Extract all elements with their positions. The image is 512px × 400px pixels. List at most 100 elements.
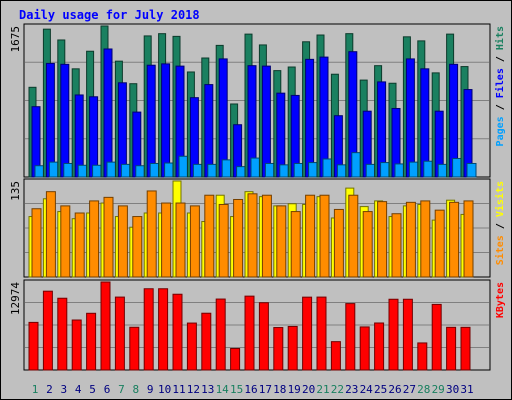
bar-sites-day-31 bbox=[463, 200, 474, 278]
bar-pages-day-7 bbox=[120, 163, 131, 178]
x-tick-label: 12 bbox=[187, 383, 200, 396]
bar-kbytes-day-13 bbox=[201, 312, 212, 371]
x-tick-label: 16 bbox=[244, 383, 257, 396]
x-tick-label: 23 bbox=[345, 383, 358, 396]
legend-part: Pages bbox=[495, 116, 506, 146]
bar-files-day-4 bbox=[74, 94, 84, 178]
bar-pages-day-17 bbox=[264, 162, 275, 178]
bar-kbytes-day-18 bbox=[273, 327, 284, 371]
bar-pages-day-13 bbox=[207, 163, 218, 178]
x-tick-label: 5 bbox=[89, 383, 96, 396]
bar-sites-day-19 bbox=[290, 211, 301, 278]
bar-files-day-2 bbox=[45, 62, 55, 178]
x-tick-label: 27 bbox=[403, 383, 416, 396]
bar-sites-day-2 bbox=[45, 191, 56, 278]
bar-files-day-3 bbox=[60, 63, 70, 178]
bar-kbytes-day-24 bbox=[359, 326, 370, 371]
bar-kbytes-day-20 bbox=[302, 296, 313, 371]
bar-files-day-6 bbox=[103, 48, 113, 178]
legend-part: / bbox=[495, 98, 506, 116]
bar-pages-day-4 bbox=[77, 164, 88, 178]
bar-pages-day-5 bbox=[92, 164, 103, 178]
legend-part: Hits bbox=[494, 26, 506, 50]
bar-kbytes-day-16 bbox=[244, 295, 255, 371]
series-legend-label: Pages / Files / Hits bbox=[494, 26, 506, 146]
bar-pages-day-8 bbox=[135, 165, 146, 178]
bar-sites-day-6 bbox=[103, 196, 114, 278]
bar-kbytes-day-9 bbox=[143, 288, 154, 371]
x-tick-label: 6 bbox=[104, 383, 111, 396]
bar-kbytes-day-22 bbox=[330, 341, 341, 371]
x-tick-label: 7 bbox=[118, 383, 125, 396]
bar-pages-day-25 bbox=[380, 162, 391, 178]
bar-kbytes-day-14 bbox=[215, 298, 226, 371]
bar-pages-day-27 bbox=[408, 161, 419, 178]
bar-sites-day-27 bbox=[405, 201, 416, 278]
bar-sites-day-20 bbox=[305, 194, 316, 278]
bar-sites-day-9 bbox=[146, 190, 157, 278]
x-tick-label: 11 bbox=[172, 383, 185, 396]
series-legend-label: KBytes bbox=[495, 282, 506, 318]
x-tick-label: 19 bbox=[288, 383, 301, 396]
bar-pages-day-24 bbox=[365, 163, 376, 178]
bar-pages-day-10 bbox=[164, 162, 175, 178]
bar-sites-day-1 bbox=[31, 208, 42, 278]
bar-kbytes-day-28 bbox=[417, 342, 428, 371]
bar-sites-day-14 bbox=[218, 203, 229, 278]
bar-sites-day-8 bbox=[132, 216, 143, 278]
bar-kbytes-day-25 bbox=[374, 322, 385, 371]
bar-kbytes-day-2 bbox=[42, 290, 53, 371]
bar-pages-day-12 bbox=[192, 163, 203, 178]
bar-kbytes-day-17 bbox=[258, 302, 269, 371]
x-tick-label: 24 bbox=[360, 383, 374, 396]
bar-pages-day-19 bbox=[293, 162, 304, 178]
series-legend-label: Sites / Visits bbox=[494, 181, 506, 265]
bar-files-day-27 bbox=[405, 58, 415, 178]
bar-sites-day-23 bbox=[348, 194, 359, 278]
legend-part: / bbox=[495, 217, 506, 235]
x-tick-label: 9 bbox=[147, 383, 154, 396]
bar-kbytes-day-31 bbox=[460, 326, 471, 371]
chart-title: Daily usage for July 2018 bbox=[19, 8, 200, 22]
bar-pages-day-1 bbox=[34, 165, 45, 178]
legend-part: / bbox=[495, 50, 506, 68]
bar-pages-day-26 bbox=[394, 163, 405, 178]
bar-pages-day-22 bbox=[336, 164, 347, 178]
bar-kbytes-day-1 bbox=[28, 321, 39, 371]
bar-kbytes-day-5 bbox=[86, 312, 97, 371]
bar-pages-day-2 bbox=[48, 161, 59, 178]
bar-files-day-10 bbox=[161, 63, 171, 178]
x-tick-label: 15 bbox=[230, 383, 243, 396]
legend-part: Visits bbox=[494, 181, 506, 217]
x-tick-label: 17 bbox=[259, 383, 272, 396]
bar-sites-day-30 bbox=[449, 201, 460, 278]
x-tick-label: 29 bbox=[432, 383, 445, 396]
y-max-label: 135 bbox=[9, 181, 22, 201]
x-axis-labels: 1 2 3 4 5 6 7 8 9 10 11 12 13 14 15 16 17 18 19 20 21 22 23 24 2… bbox=[32, 383, 474, 396]
bar-pages-day-15 bbox=[236, 166, 247, 178]
bar-kbytes-day-30 bbox=[446, 326, 457, 371]
bar-pages-day-21 bbox=[322, 158, 333, 178]
bar-pages-day-3 bbox=[63, 162, 74, 178]
bar-kbytes-day-8 bbox=[129, 326, 140, 371]
bar-sites-day-18 bbox=[276, 205, 287, 278]
bar-kbytes-day-15 bbox=[230, 347, 241, 371]
bar-pages-day-11 bbox=[178, 155, 189, 178]
bar-kbytes-day-10 bbox=[158, 288, 169, 371]
bar-kbytes-day-21 bbox=[316, 296, 327, 371]
x-tick-label: 14 bbox=[216, 383, 230, 396]
bar-kbytes-day-19 bbox=[287, 325, 298, 371]
bar-pages-day-14 bbox=[221, 159, 232, 178]
bar-sites-day-13 bbox=[204, 194, 215, 278]
x-tick-label: 20 bbox=[302, 383, 315, 396]
bar-kbytes-day-23 bbox=[345, 303, 356, 371]
bar-pages-day-9 bbox=[149, 162, 160, 178]
bar-pages-day-20 bbox=[308, 162, 319, 178]
bar-files-day-20 bbox=[305, 58, 315, 178]
x-tick-label: 30 bbox=[446, 383, 459, 396]
bar-files-day-7 bbox=[117, 82, 127, 178]
bar-files-day-14 bbox=[218, 58, 228, 178]
bar-pages-day-16 bbox=[250, 157, 261, 178]
bar-sites-day-12 bbox=[189, 205, 200, 278]
